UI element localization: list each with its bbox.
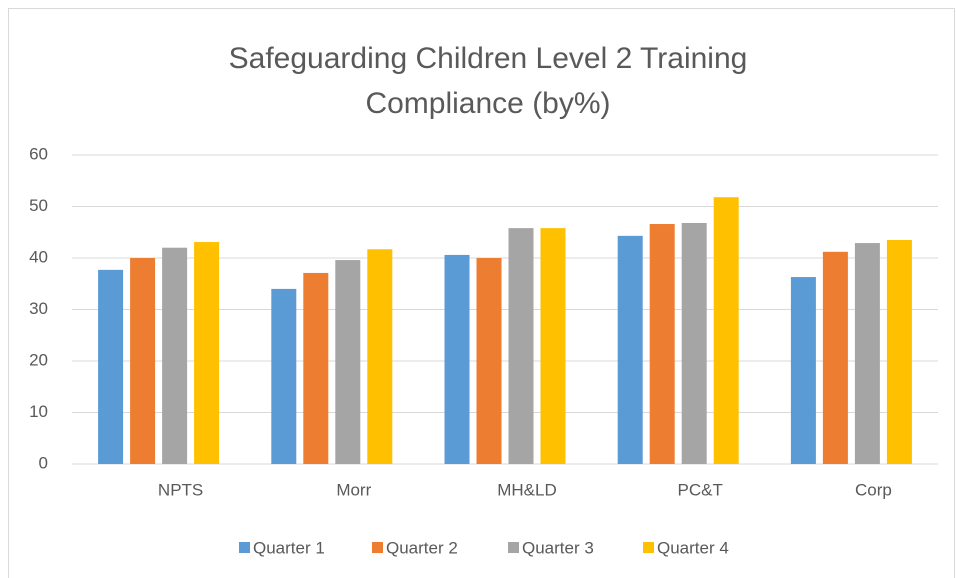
legend-swatch — [372, 542, 383, 553]
bar — [854, 243, 880, 464]
legend-swatch — [239, 542, 250, 553]
bar — [271, 288, 297, 464]
bar — [713, 197, 739, 465]
x-tick-label: MH&LD — [497, 480, 557, 499]
bar — [649, 224, 675, 464]
bar — [194, 242, 220, 464]
chart-border — [8, 8, 955, 578]
x-tick-label: NPTS — [158, 480, 203, 499]
bar — [130, 258, 156, 464]
legend-label: Quarter 2 — [386, 538, 458, 557]
legend-swatch — [643, 542, 654, 553]
bar — [98, 269, 124, 464]
bar — [444, 254, 470, 464]
y-tick-label: 50 — [29, 196, 48, 215]
y-tick-label: 40 — [29, 247, 48, 266]
y-tick-label: 60 — [29, 144, 48, 163]
x-tick-label: Morr — [336, 480, 371, 499]
bar — [303, 272, 329, 464]
y-tick-label: 10 — [29, 402, 48, 421]
bar — [162, 247, 188, 464]
bar — [540, 228, 566, 464]
y-tick-label: 0 — [39, 453, 48, 472]
y-tick-label: 20 — [29, 350, 48, 369]
bar — [508, 228, 534, 464]
bar — [886, 239, 912, 464]
bar — [790, 277, 816, 464]
x-tick-label: Corp — [855, 480, 892, 499]
bar — [681, 222, 707, 464]
bar — [367, 249, 393, 464]
chart-title: Safeguarding Children Level 2 Training C… — [228, 42, 748, 120]
legend-label: Quarter 4 — [657, 538, 729, 557]
y-tick-label: 30 — [29, 299, 48, 318]
legend-swatch — [508, 542, 519, 553]
bar — [335, 260, 361, 464]
bar — [822, 251, 848, 464]
legend-label: Quarter 1 — [253, 538, 325, 557]
x-tick-label: PC&T — [678, 480, 723, 499]
bar — [617, 235, 643, 464]
bar — [476, 258, 502, 464]
legend-label: Quarter 3 — [522, 538, 594, 557]
